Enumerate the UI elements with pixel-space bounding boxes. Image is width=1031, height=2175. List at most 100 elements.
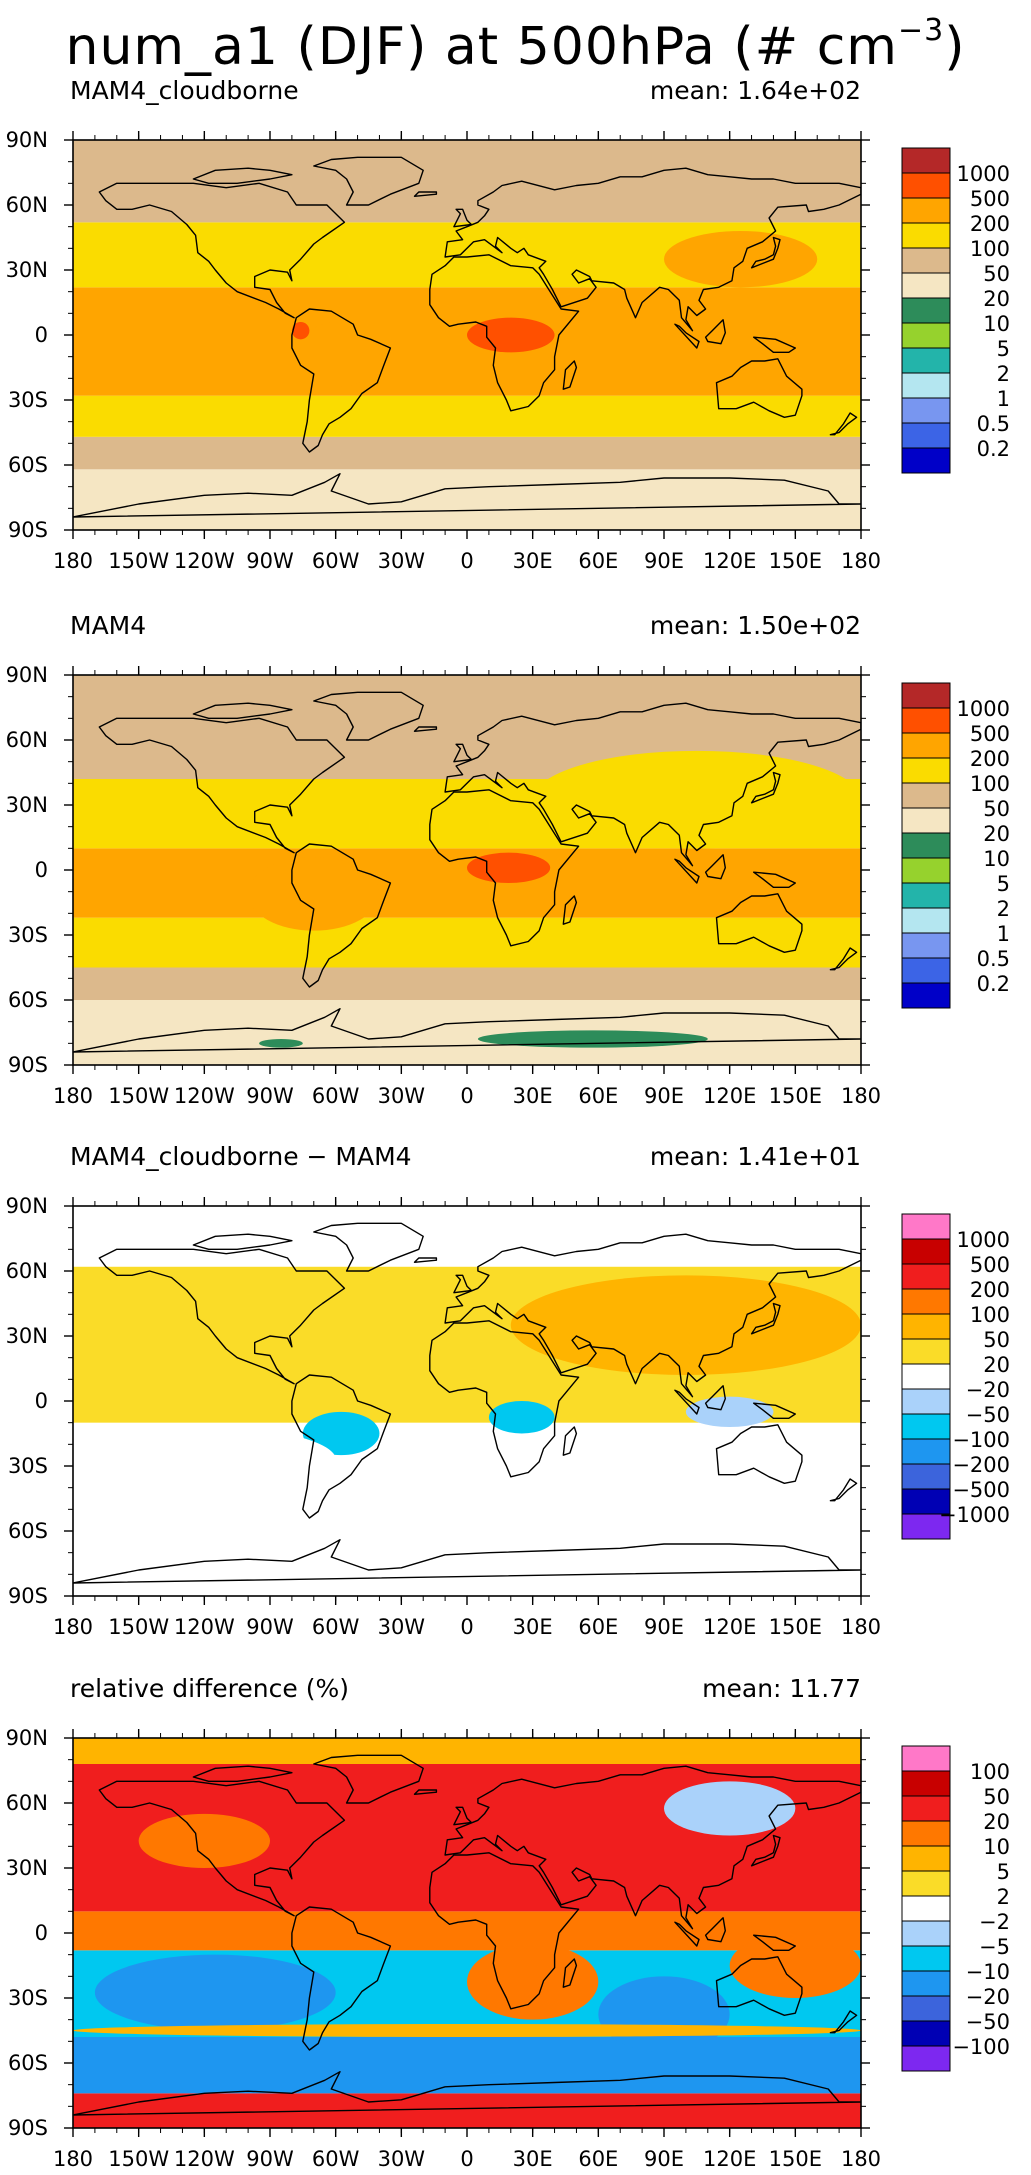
colorbar-label: −10 [966,1960,1010,1984]
x-tick-label: 90W [246,2147,294,2171]
x-tick-label: 60W [312,1084,360,1108]
colorbar-swatch [901,1845,951,1872]
colorbar-swatch [901,1313,951,1340]
colorbar-swatch [901,272,951,299]
coastline [444,167,861,332]
colorbar-label: 1 [997,387,1010,411]
coastline [750,1302,781,1335]
coastline [73,1539,861,1584]
contour-band [73,469,861,530]
contour-band [73,917,861,968]
colorbar-swatch [901,247,951,274]
panel-mean: mean: 11.77 [702,1674,861,1703]
y-tick-label: 90N [6,128,48,152]
x-tick-label: 180 [53,2147,93,2171]
colorbar-swatch [901,1263,951,1290]
colorbar-swatch [901,1388,951,1415]
contour-band [73,2037,861,2094]
figure-title-close: ) [944,17,966,77]
colorbar-label: 100 [970,237,1010,261]
x-tick-label: 150E [769,1615,822,1639]
map-field [73,1738,861,2128]
x-tick-label: 90W [246,549,294,573]
colorbar-label: 5 [997,337,1010,361]
coastline [562,895,578,925]
coastline [674,1921,700,1947]
coastline [829,1478,858,1502]
colorbar-swatch [901,322,951,349]
coastline [444,702,861,867]
contour-patch [664,1781,796,1836]
y-tick-label: 60N [6,1791,48,1815]
colorbar-swatch [901,1770,951,1797]
coastline [192,1765,293,1782]
y-tick-label: 30S [8,1454,48,1478]
x-tick-label: 180 [53,1084,93,1108]
x-tick-label: 150E [769,1084,822,1108]
contour-patch [598,1976,730,2053]
coastline [674,1389,700,1415]
coastline [753,871,796,888]
colorbar-label: 50 [983,1328,1010,1352]
coastlines [73,691,861,1053]
coastline [453,208,473,228]
y-tick-label: 30N [6,793,48,817]
colorbar-label: 20 [983,1353,1010,1377]
panel-title: relative difference (%) [70,1674,349,1703]
x-tick-label: 180 [841,2147,881,2171]
x-tick-label: 180 [53,1615,93,1639]
coastline [98,1248,346,1385]
x-tick-label: 60W [312,1615,360,1639]
coastline [413,191,438,197]
map-field [73,140,861,530]
x-tick-label: 30E [513,1084,553,1108]
x-tick-label: 30E [513,2147,553,2171]
colorbar-swatch [901,1970,951,1997]
colorbar-label: −2 [979,1910,1010,1934]
x-tick-label: 60W [312,549,360,573]
coastline [429,254,580,412]
colorbar-swatch [901,707,951,734]
x-tick-label: 60E [578,549,618,573]
panel-mam4: MAM4 mean: 1.50e+02 180 150W 120W 90W 60W 30W 0 3… [0,600,1031,1120]
map-field [73,1206,861,1596]
y-tick-label: 30N [6,258,48,282]
x-tick-label: 60E [578,1084,618,1108]
coastline [192,702,293,719]
coastline [313,1754,424,1804]
colorbar-label: 5 [997,1860,1010,1884]
coastline [429,789,580,947]
coastline [313,1222,424,1272]
colorbar-swatch [901,422,951,449]
y-tick-label: 60S [8,1519,48,1543]
colorbar-swatch [901,957,951,984]
x-tick-label: 150W [108,1084,169,1108]
contour-band [73,1206,861,1267]
y-tick-label: 60N [6,193,48,217]
x-tick-label: 150W [108,549,169,573]
y-tick-label: 30S [8,388,48,412]
colorbar-swatch [901,1363,951,1390]
x-tick-label: 150W [108,1615,169,1639]
panel-relative-difference: relative difference (%) mean: 11.77 180 150… [0,1663,1031,2175]
coastline [73,1008,861,1053]
colorbar-swatch [901,197,951,224]
colorbar-swatch [901,222,951,249]
panel-mean: mean: 1.64e+02 [650,76,861,105]
contour-band [73,287,861,396]
contour-band [73,848,861,918]
x-tick-label: 120E [703,549,756,573]
colorbar-swatch [901,1995,951,2022]
contour-patch [291,322,310,340]
y-tick-label: 0 [35,1389,48,1413]
coastline [429,1852,580,2010]
contour-patch [477,1030,708,1048]
coastline [715,358,803,418]
y-tick-label: 90S [8,2116,48,2140]
coastline [715,1424,803,1484]
contour-band [73,1738,861,1764]
contour-band [73,1911,861,1951]
x-tick-label: 180 [841,1615,881,1639]
colorbar-swatch [901,172,951,199]
contour-patch [302,1411,380,1456]
